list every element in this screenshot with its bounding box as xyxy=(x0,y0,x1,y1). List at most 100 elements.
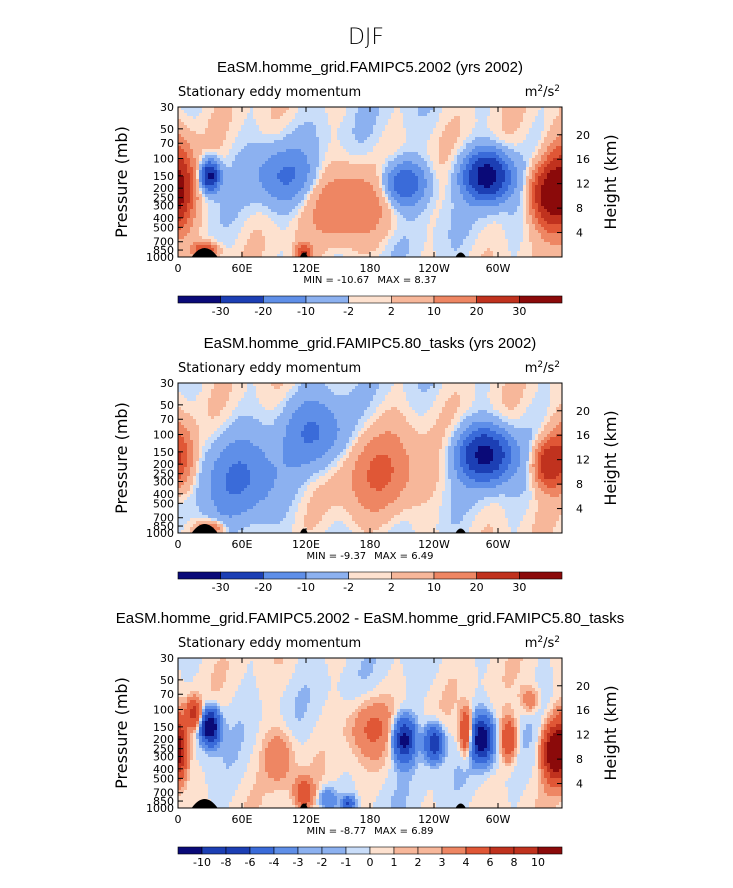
x-tick-label: 180 xyxy=(360,262,381,275)
y-tick-label: 200 xyxy=(153,733,174,746)
colorbar-box xyxy=(393,846,419,855)
colorbar-box xyxy=(433,571,477,580)
colorbar-label: -2 xyxy=(317,856,328,869)
y-axis-title: Pressure (mb) xyxy=(112,126,131,238)
colorbar-label: 3 xyxy=(439,856,446,869)
colorbar-box xyxy=(201,846,227,855)
colorbar-box xyxy=(177,846,203,855)
colorbar-box xyxy=(273,846,299,855)
y-tick-label: 150 xyxy=(153,170,174,183)
colorbar-label: 10 xyxy=(427,581,441,594)
min-max-stats: MIN = -10.67 MAX = 8.37 xyxy=(303,275,436,286)
colorbar-box xyxy=(177,295,221,304)
variable-label: Stationary eddy momentum xyxy=(178,636,361,651)
topography-mark xyxy=(455,803,466,808)
colorbar-label: -2 xyxy=(343,305,354,318)
colorbar-box xyxy=(489,846,515,855)
colorbar-label: 2 xyxy=(415,856,422,869)
y-tick-label: 50 xyxy=(160,674,174,687)
y-tick-label: 30 xyxy=(160,652,174,665)
colorbar-label: -4 xyxy=(269,856,280,869)
colorbar-label: 30 xyxy=(512,581,526,594)
field-raster xyxy=(178,107,562,257)
min-max-stats: MIN = -8.77 MAX = 6.89 xyxy=(307,826,434,837)
x-tick-label: 0 xyxy=(175,813,182,826)
y-tick-label: 300 xyxy=(153,750,174,763)
colorbar-label: -30 xyxy=(212,581,230,594)
colorbar: -10 -8 -6 -4 -3 -2 -1 0 1 2 3 4 6 8 10 xyxy=(177,846,563,869)
y-right-tick-label: 16 xyxy=(576,429,590,442)
colorbar-label: 10 xyxy=(427,305,441,318)
y-tick-label: 850 xyxy=(153,520,174,533)
y-tick-label: 50 xyxy=(160,399,174,412)
units-label: m2/s2 xyxy=(525,84,560,100)
colorbar-box xyxy=(348,295,392,304)
y-right-tick-label: 12 xyxy=(576,454,590,467)
y-axis-title: Pressure (mb) xyxy=(112,402,131,514)
colorbar-box xyxy=(225,846,251,855)
colorbar-label: 30 xyxy=(512,305,526,318)
colorbar-box xyxy=(391,571,435,580)
colorbar-label: -20 xyxy=(254,305,272,318)
x-tick-label: 60E xyxy=(232,813,253,826)
y-right-axis-title: Height (km) xyxy=(601,134,620,229)
y-tick-label: 850 xyxy=(153,795,174,808)
colorbar-box xyxy=(177,571,221,580)
y-tick-label: 30 xyxy=(160,101,174,114)
colorbar-label: -20 xyxy=(254,581,272,594)
colorbar: -30 -20 -10 -2 2 10 20 30 xyxy=(177,571,563,594)
panel-3: EaSM.homme_grid.FAMIPC5.2002 - EaSM.homm… xyxy=(112,610,624,869)
y-right-tick-label: 20 xyxy=(576,405,590,418)
colorbar-label: 10 xyxy=(531,856,545,869)
figure-title: DJF xyxy=(348,25,384,50)
colorbar-box xyxy=(369,846,395,855)
y-tick-label: 250 xyxy=(153,743,174,756)
y-tick-label: 1000 xyxy=(146,802,174,815)
y-tick-label: 500 xyxy=(153,497,174,510)
colorbar-box xyxy=(345,846,371,855)
x-tick-label: 60W xyxy=(486,538,511,551)
topography-mark xyxy=(191,799,218,808)
colorbar-box xyxy=(305,571,349,580)
colorbar-box xyxy=(321,846,347,855)
x-tick-label: 120E xyxy=(292,813,320,826)
x-tick-label: 120W xyxy=(418,813,450,826)
colorbar-box xyxy=(297,846,323,855)
y-tick-label: 150 xyxy=(153,721,174,734)
y-right-tick-label: 12 xyxy=(576,729,590,742)
y-tick-label: 200 xyxy=(153,182,174,195)
panel-2: EaSM.homme_grid.FAMIPC5.80_tasks (yrs 20… xyxy=(112,335,620,594)
colorbar-box xyxy=(417,846,443,855)
colorbar-box xyxy=(348,571,392,580)
colorbar-box xyxy=(263,571,307,580)
y-tick-label: 200 xyxy=(153,458,174,471)
x-tick-label: 120W xyxy=(418,262,450,275)
colorbar-label: 1 xyxy=(391,856,398,869)
colorbar-box xyxy=(519,571,563,580)
y-tick-label: 850 xyxy=(153,244,174,257)
x-tick-label: 120E xyxy=(292,538,320,551)
x-tick-label: 60E xyxy=(232,538,253,551)
colorbar-box xyxy=(220,295,264,304)
colorbar-box xyxy=(305,295,349,304)
colorbar-label: 4 xyxy=(463,856,470,869)
y-tick-label: 50 xyxy=(160,123,174,136)
y-right-tick-label: 20 xyxy=(576,680,590,693)
y-tick-label: 400 xyxy=(153,488,174,501)
y-tick-label: 700 xyxy=(153,236,174,249)
y-right-tick-label: 8 xyxy=(576,478,583,491)
colorbar-label: -30 xyxy=(212,305,230,318)
y-tick-label: 100 xyxy=(153,153,174,166)
y-right-tick-label: 16 xyxy=(576,704,590,717)
x-tick-label: 120E xyxy=(292,262,320,275)
colorbar-box xyxy=(263,295,307,304)
y-right-tick-label: 8 xyxy=(576,202,583,215)
colorbar-label: 2 xyxy=(388,305,395,318)
colorbar-label: 6 xyxy=(487,856,494,869)
topography-mark xyxy=(191,248,218,257)
colorbar-box xyxy=(465,846,491,855)
x-tick-label: 60W xyxy=(486,262,511,275)
y-tick-label: 70 xyxy=(160,688,174,701)
colorbar-box xyxy=(220,571,264,580)
y-tick-label: 300 xyxy=(153,199,174,212)
